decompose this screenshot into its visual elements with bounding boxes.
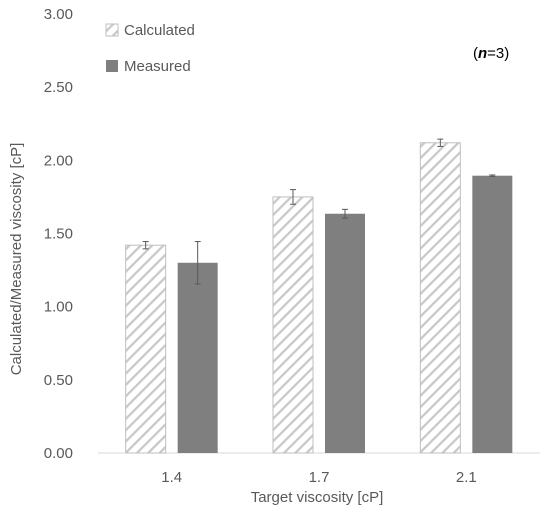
y-tick-label: 1.00 bbox=[44, 299, 73, 316]
y-tick-label: 2.00 bbox=[44, 152, 73, 169]
error-bar bbox=[437, 138, 444, 147]
sample-size-annotation: (n=3) bbox=[473, 45, 509, 62]
legend-swatch-calculated bbox=[105, 23, 119, 37]
bar-calculated-2.1 bbox=[419, 142, 461, 454]
legend: Calculated Measured bbox=[105, 22, 195, 75]
y-tick-label: 2.50 bbox=[44, 79, 73, 96]
y-axis-title: Calculated/Measured viscosity [cP] bbox=[8, 143, 25, 376]
legend-label-calculated: Calculated bbox=[124, 22, 195, 39]
y-tick-label: 0.50 bbox=[44, 372, 73, 389]
error-bars bbox=[142, 138, 496, 285]
bar-calculated-1.4 bbox=[125, 244, 167, 454]
error-bar bbox=[194, 241, 201, 285]
y-tick-label: 1.50 bbox=[44, 226, 73, 243]
y-tick-label: 0.00 bbox=[44, 445, 73, 462]
y-tick-label: 3.00 bbox=[44, 6, 73, 23]
y-axis-ticks: 0.00 0.50 1.00 1.50 2.00 2.50 3.00 bbox=[44, 6, 73, 462]
x-tick-label: 1.4 bbox=[161, 469, 182, 486]
error-bar bbox=[142, 241, 149, 250]
legend-swatch-measured bbox=[106, 60, 118, 72]
legend-label-measured: Measured bbox=[124, 58, 191, 75]
bars bbox=[125, 142, 513, 454]
x-tick-label: 2.1 bbox=[456, 469, 477, 486]
error-bar bbox=[342, 208, 348, 219]
x-axis-ticks: 1.4 1.7 2.1 bbox=[161, 469, 477, 486]
bar-calculated-1.7 bbox=[272, 196, 314, 454]
error-bar bbox=[489, 174, 496, 177]
x-axis-title: Target viscosity [cP] bbox=[251, 489, 384, 506]
error-bar bbox=[290, 189, 296, 205]
bar-measured-2.1 bbox=[472, 175, 513, 453]
x-tick-label: 1.7 bbox=[309, 469, 330, 486]
bar-measured-1.4 bbox=[177, 262, 218, 453]
bar-measured-1.7 bbox=[325, 213, 365, 453]
